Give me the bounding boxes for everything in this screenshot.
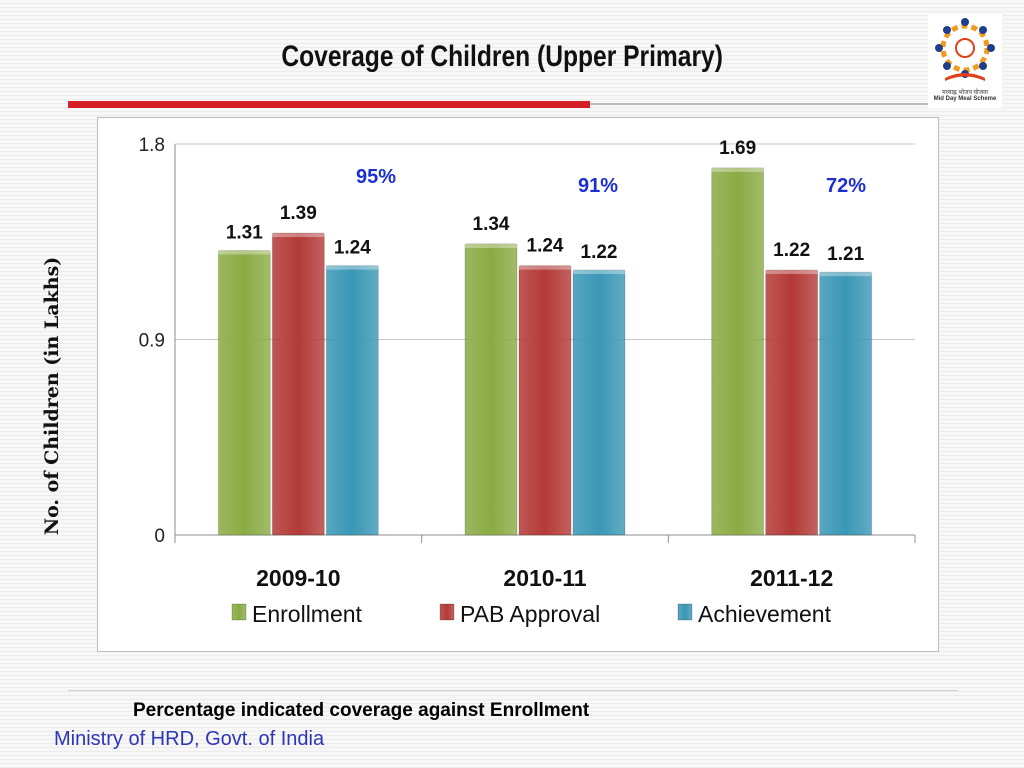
bar-achievement-2011-12: [819, 271, 873, 536]
bar-enrollment-2011-12: [711, 167, 765, 536]
coverage-percent-2011-12: 72%: [826, 175, 866, 197]
data-label-achievement-2011-12: 1.21: [827, 244, 864, 265]
ministry-footer: Ministry of HRD, Govt. of India: [54, 728, 325, 750]
bar-achievement-2009-10: [325, 265, 379, 536]
bar-highlight: [218, 250, 271, 255]
x-category-label-2010-11: 2010-11: [503, 565, 586, 591]
bar-achievement-2010-11: [572, 269, 626, 536]
data-label-pab-approval-2010-11: 1.24: [527, 236, 564, 257]
mid-day-meal-logo-icon: [935, 18, 995, 81]
bar-highlight: [272, 233, 325, 238]
legend-swatch-achievement: [677, 603, 693, 621]
data-label-enrollment-2009-10: 1.31: [226, 222, 263, 243]
legend-label-pab-approval: PAB Approval: [460, 601, 600, 627]
bar-highlight: [326, 265, 379, 270]
x-category-label-2011-12: 2011-12: [750, 565, 833, 591]
y-tick-label: 0: [154, 526, 165, 547]
bar-enrollment-2010-11: [464, 243, 518, 536]
chart-legend: Enrollment PAB Approval Achievement: [231, 601, 832, 627]
bar-highlight: [465, 243, 517, 248]
legend-swatch-enrollment: [231, 603, 247, 621]
coverage-percent-2009-10: 95%: [356, 166, 396, 188]
title-underline-red: [68, 101, 590, 108]
legend-swatch-pab-approval: [439, 603, 455, 621]
mid-day-meal-logo: मध्याह्न भोजन योजना Mid Day Meal Scheme: [928, 14, 1002, 108]
data-label-achievement-2009-10: 1.24: [334, 238, 371, 259]
bar-pab-approval-2011-12: [765, 269, 819, 536]
data-label-pab-approval-2011-12: 1.22: [773, 240, 810, 261]
coverage-percent-2010-11: 91%: [578, 175, 618, 197]
data-label-achievement-2010-11: 1.22: [581, 242, 618, 263]
slide-title: Coverage of Children (Upper Primary): [281, 40, 723, 73]
bar-highlight: [519, 265, 571, 270]
logo-caption: Mid Day Meal Scheme: [933, 96, 997, 102]
chart-labels: 1.31 1.39 1.24 2009-10 1.34 1.24 1.22 2010-11 1.…: [226, 138, 866, 591]
x-category-label-2009-10: 2009-10: [256, 565, 340, 591]
bar-enrollment-2009-10: [217, 249, 271, 536]
data-label-enrollment-2010-11: 1.34: [473, 214, 510, 235]
y-tick-label: 1.8: [139, 135, 165, 156]
legend-label-enrollment: Enrollment: [252, 601, 363, 627]
bar-highlight: [819, 272, 872, 277]
bar-highlight: [711, 167, 764, 172]
bar-highlight: [765, 269, 818, 274]
logo-caption-hindi: मध्याह्न भोजन योजना: [942, 90, 988, 96]
footer-divider: [68, 690, 958, 691]
bar-highlight: [573, 269, 625, 274]
legend-label-achievement: Achievement: [698, 601, 832, 627]
chart-bars: [217, 167, 873, 536]
data-label-pab-approval-2009-10: 1.39: [280, 203, 317, 224]
footnote: Percentage indicated coverage against En…: [133, 700, 590, 721]
title-underline-gray: [590, 103, 930, 105]
bar-pab-approval-2010-11: [518, 265, 572, 536]
bar-pab-approval-2009-10: [271, 232, 325, 536]
data-label-enrollment-2011-12: 1.69: [719, 138, 756, 159]
y-tick-label: 0.9: [139, 331, 165, 352]
